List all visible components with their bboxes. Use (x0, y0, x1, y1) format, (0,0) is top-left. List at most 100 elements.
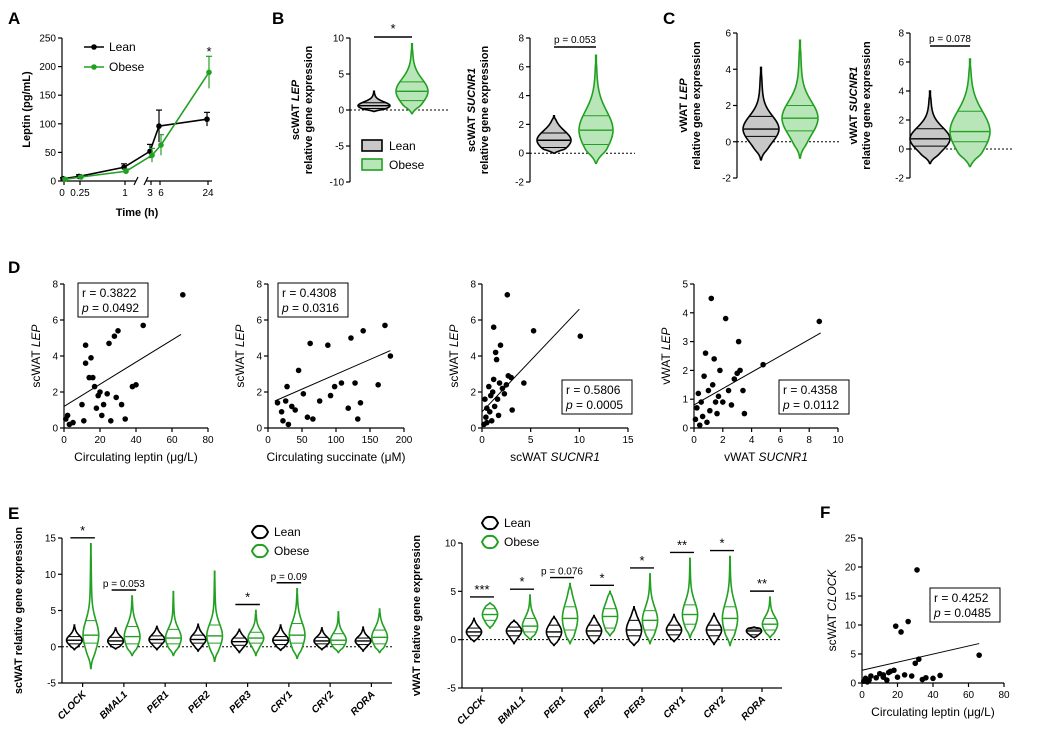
y-tick-label: 8 (518, 34, 524, 45)
violin-obese-cry2 (721, 555, 739, 647)
panel-letter-E: E (8, 504, 19, 523)
x-tick-label: 3 (147, 188, 153, 199)
data-point (530, 328, 537, 334)
data-point (725, 387, 732, 394)
y-axis-label: vWAT relative gene expression (411, 535, 423, 696)
y-tick-label: 4 (725, 65, 731, 76)
y-tick-label: 2 (52, 388, 58, 399)
data-point (864, 679, 871, 685)
violin-lean-cry1 (665, 613, 683, 643)
violin-lean-per2 (585, 614, 603, 645)
data-point (486, 409, 493, 415)
violin-obese-per1 (561, 582, 579, 645)
axis-break-mark (133, 176, 139, 186)
y-tick-label: 15 (845, 592, 857, 603)
significance-label: ** (677, 537, 687, 552)
data-point (923, 674, 929, 681)
category-label: CRY1 (268, 689, 295, 716)
data-point (489, 389, 496, 395)
data-point (66, 421, 73, 428)
significance-text: p = 0.053 (554, 35, 596, 46)
y-tick-label: 5 (50, 606, 56, 617)
data-point (158, 142, 164, 148)
data-point (357, 400, 364, 406)
y-axis-label-gene: CLOCK (825, 569, 839, 611)
p-value-text: = 0.0485 (941, 606, 992, 620)
p-value: p = 0.0005 (565, 398, 623, 412)
y-tick-label: 8 (470, 280, 476, 291)
x-tick-label: 0.25 (70, 188, 90, 199)
x-axis-label-text: vWAT (724, 450, 758, 464)
data-point (352, 380, 358, 386)
p-label: p (782, 398, 790, 412)
x-tick-label: 8 (806, 435, 812, 446)
y-tick-label: -5 (447, 684, 456, 695)
data-point (497, 342, 504, 349)
violin-lean-bmal1 (106, 627, 125, 650)
y-tick-label: 6 (470, 316, 476, 327)
category-label: RORA (740, 694, 769, 723)
data-point (898, 629, 904, 635)
y-tick-label: 2 (725, 101, 731, 112)
data-point (717, 367, 723, 374)
p-value-text: = 0.0005 (573, 398, 624, 412)
stats-box (929, 587, 1001, 623)
y-tick-label: -2 (895, 174, 904, 185)
data-point (118, 401, 125, 408)
data-point (354, 416, 361, 422)
violin-obese-per2 (601, 590, 619, 637)
legend-swatch (480, 515, 500, 531)
series-line-lean (62, 118, 208, 180)
x-tick-label: 6 (778, 435, 784, 446)
p-value-text: = 0.0492 (89, 301, 140, 315)
y-tick-label: 5 (682, 280, 688, 291)
violin-lean (909, 90, 951, 165)
data-point (493, 356, 500, 363)
y-axis-label-gene: LEP (447, 324, 461, 347)
violin-obese-per3 (247, 609, 265, 657)
data-point (345, 405, 352, 412)
category-label: PER1 (145, 689, 172, 716)
significance-label: * (719, 536, 724, 551)
data-point (490, 376, 497, 383)
x-tick-label: 0 (265, 435, 271, 446)
x-axis-label: Circulating leptin (μg/L) (871, 705, 995, 719)
x-axis-label: vWAT SUCNR1 (724, 450, 808, 464)
legend-swatch (480, 534, 500, 550)
data-point (692, 416, 699, 423)
data-point (694, 405, 700, 411)
x-tick-label: 20 (94, 435, 106, 446)
y-axis-label-line1: scWAT LEP (290, 79, 302, 140)
data-point (715, 393, 722, 400)
data-point (892, 623, 899, 629)
y-tick-label: 8 (898, 29, 904, 40)
x-tick-label: 20 (892, 690, 904, 701)
data-point (937, 672, 943, 679)
panel-letter-D: D (8, 258, 20, 277)
x-axis-label-text: Circulating leptin (μg/L) (871, 705, 995, 719)
y-tick-label: 2 (682, 366, 688, 377)
violin-obese-bmal1 (123, 595, 141, 657)
x-axis-label: Circulating leptin (μg/L) (74, 450, 198, 464)
data-point (709, 382, 716, 388)
y-tick-label: 8 (52, 280, 58, 291)
data-point (282, 398, 289, 404)
y-tick-label: 0 (470, 424, 476, 435)
category-label: CLOCK (56, 689, 89, 722)
y-tick-label: 8 (256, 280, 262, 291)
data-point (496, 380, 503, 386)
y-tick-label: 0 (518, 149, 524, 160)
x-axis-label-text: Circulating succinate (μM) (267, 450, 406, 464)
violin-obese (781, 39, 819, 159)
p-value-text: = 0.0316 (289, 301, 340, 315)
legend-swatch (250, 543, 270, 559)
data-point (696, 422, 703, 428)
y-axis-label-gene: SUCNR1 (466, 68, 478, 113)
legend-label: Lean (504, 516, 531, 530)
data-point (873, 674, 879, 681)
data-point (113, 394, 119, 401)
data-point (360, 328, 367, 334)
category-label: PER2 (186, 689, 213, 716)
y-axis-label-gene: LEP (659, 327, 673, 350)
panel-e1-grouped-violin: -5 0 5 10 15 CLOCK * BMAL1 p = 0.053 PER1 PER2 PER3… (13, 523, 392, 722)
